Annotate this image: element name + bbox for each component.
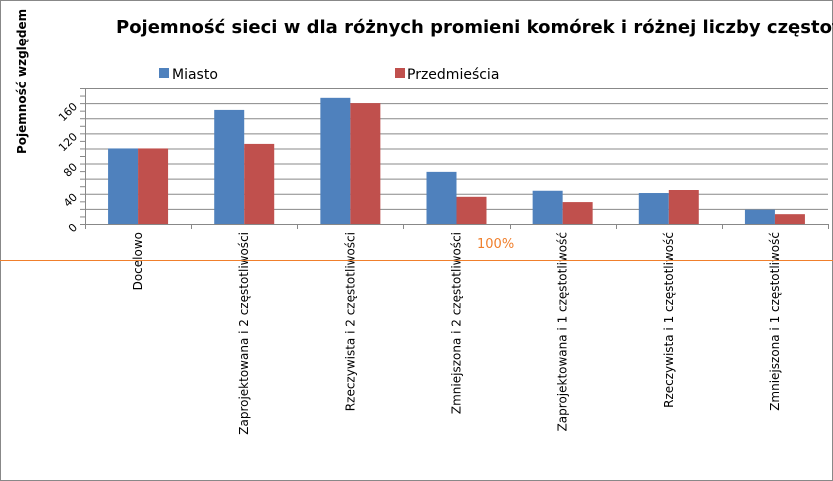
chart-title: Pojemność sieci w dla różnych promieni k… bbox=[116, 17, 833, 38]
bars bbox=[108, 97, 805, 224]
bar-przedmiescia bbox=[668, 190, 699, 224]
legend-label-miasto: Miasto bbox=[172, 67, 218, 83]
bar-miasto bbox=[214, 109, 245, 224]
x-tick-labels: Docelowo Zaprojektowana i 2 częstotliwośc… bbox=[131, 232, 782, 435]
bar-przedmiescia bbox=[456, 196, 487, 224]
bar-miasto bbox=[320, 97, 351, 224]
x-tick-label: Rzeczywista i 1 częstotliwość bbox=[662, 232, 676, 408]
bar-miasto bbox=[108, 148, 139, 224]
x-tick-label: Zmniejszona i 2 częstotliwości bbox=[450, 232, 464, 414]
x-tick-label: Docelowo bbox=[131, 232, 145, 290]
x-tick-label: Zaprojektowana i 1 częstotliwość bbox=[556, 232, 570, 431]
bar-przedmiescia bbox=[774, 214, 805, 224]
legend-swatch-miasto bbox=[159, 68, 169, 78]
x-tick-label: Zaprojektowana i 2 częstotliwości bbox=[237, 232, 251, 435]
bar-przedmiescia bbox=[244, 143, 275, 224]
x-tick-label: Rzeczywista i 2 częstotliwości bbox=[343, 232, 357, 411]
bar-miasto bbox=[744, 209, 775, 224]
bar-przedmiescia bbox=[350, 103, 381, 224]
axes bbox=[80, 88, 829, 229]
y-axis-title: Pojemność względem bbox=[15, 9, 29, 154]
bar-miasto bbox=[532, 190, 563, 224]
legend-swatch-przedmiescia bbox=[395, 68, 405, 78]
bar-miasto bbox=[426, 171, 457, 224]
bar-miasto bbox=[638, 193, 669, 224]
bar-przedmiescia bbox=[562, 202, 593, 224]
reference-line-label: 100% bbox=[477, 237, 514, 252]
legend-label-przedmiescia: Przedmieścia bbox=[407, 67, 499, 83]
x-tick-label: Zmniejszona i 1 częstotliwość bbox=[768, 232, 782, 411]
legend: Miasto Przedmieścia bbox=[159, 67, 499, 83]
bar-przedmiescia bbox=[138, 148, 169, 224]
